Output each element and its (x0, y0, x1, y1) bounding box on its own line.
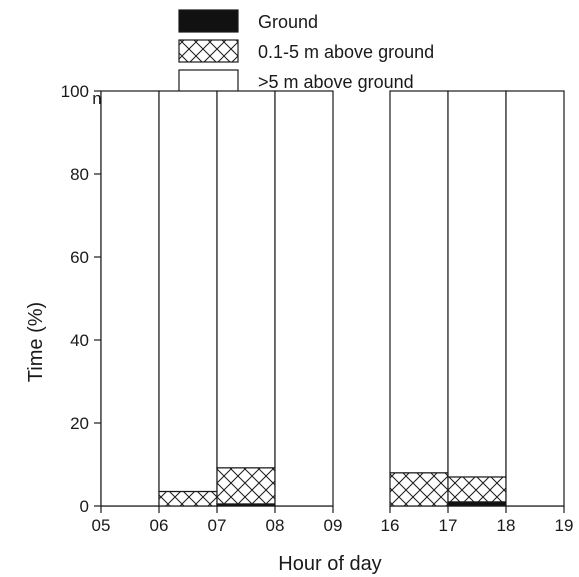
x-tick-label: 06 (150, 516, 169, 535)
legend: Ground 0.1-5 m above ground >5 m above gro… (178, 9, 434, 93)
plot-area: 0 20 40 60 80 100 05 06 07 08 09 16 17 18 19 (61, 82, 574, 535)
x-tick-label: 17 (439, 516, 458, 535)
legend-swatch (178, 39, 239, 63)
bar-segment-high (158, 90, 218, 493)
bar-segment-low (216, 467, 276, 505)
bar-segment-high (274, 90, 334, 507)
bar-segment-high (505, 90, 565, 507)
y-tick-label: 40 (70, 331, 89, 350)
bar-segment-low (158, 490, 218, 507)
x-tick-label: 07 (208, 516, 227, 535)
bar-segment-high (389, 90, 449, 474)
y-tick-label: 80 (70, 165, 89, 184)
y-tick-label: 60 (70, 248, 89, 267)
y-tick-label: 20 (70, 414, 89, 433)
legend-label: 0.1-5 m above ground (258, 42, 434, 62)
bar-segment-high (216, 90, 276, 469)
y-axis-title: Time (%) (25, 302, 47, 382)
x-tick-label: 09 (324, 516, 343, 535)
x-tick-label: 08 (266, 516, 285, 535)
bar-segment-low (389, 472, 449, 507)
y-tick-label: 100 (61, 82, 89, 101)
bar-segment-low (447, 476, 507, 503)
y-tick-label: 0 (80, 497, 89, 516)
legend-label: >5 m above ground (258, 72, 414, 92)
x-tick-label: 19 (555, 516, 574, 535)
bar-segment-high (100, 90, 160, 507)
legend-swatch (178, 9, 239, 33)
bar-segment-high (447, 90, 507, 478)
x-tick-label: 16 (381, 516, 400, 535)
n-prefix-label: n (92, 89, 101, 108)
x-axis-title: Hour of day (278, 553, 381, 575)
x-tick-label: 18 (497, 516, 516, 535)
x-tick-label: 05 (92, 516, 111, 535)
bar-segment-ground (447, 501, 507, 507)
legend-label: Ground (258, 12, 318, 32)
